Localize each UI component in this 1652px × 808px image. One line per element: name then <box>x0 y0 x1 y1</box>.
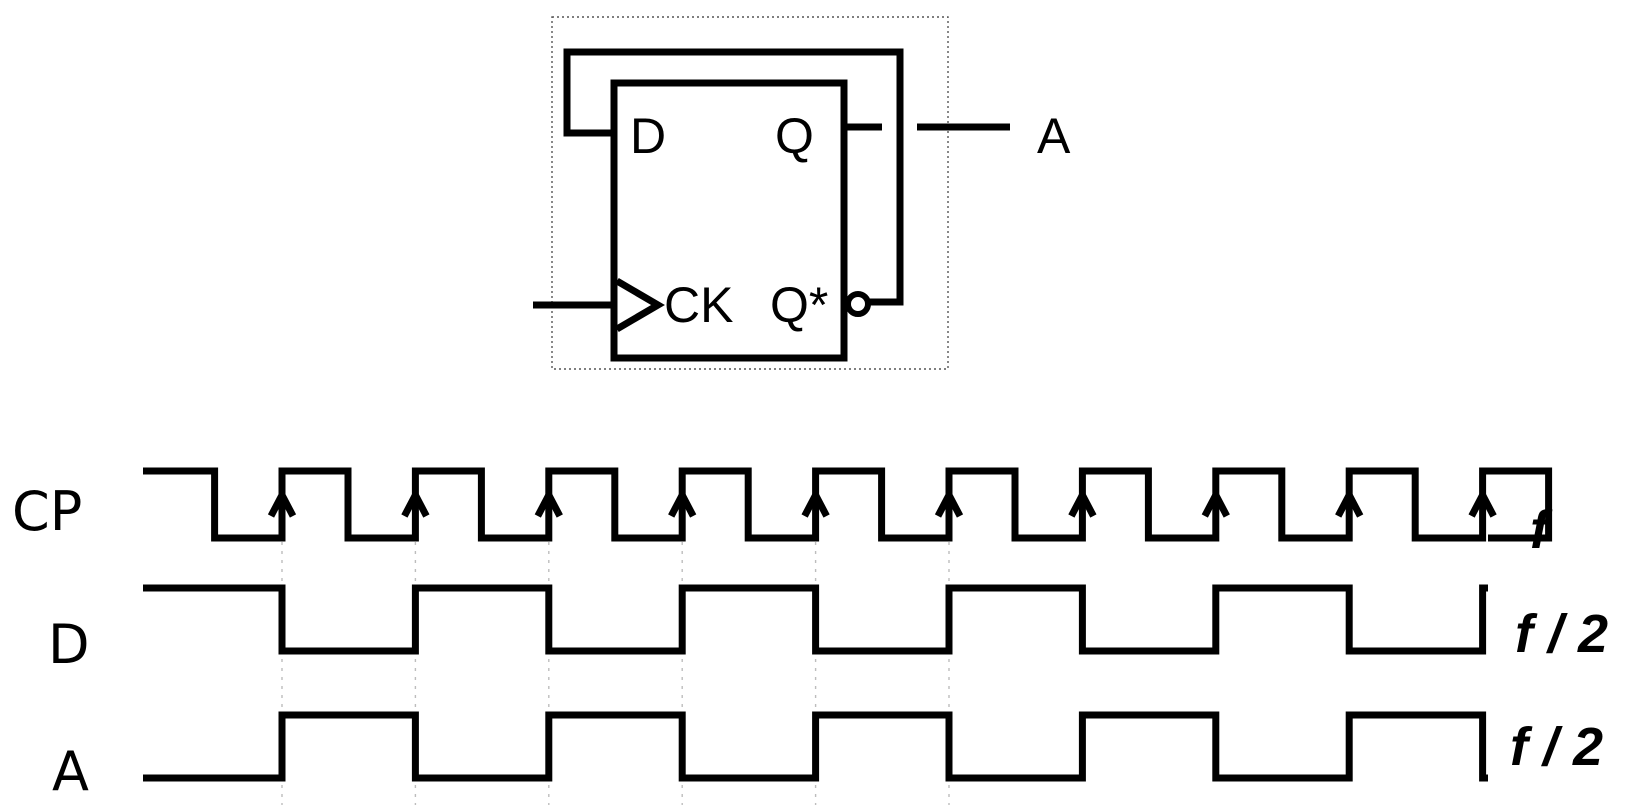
clock-triangle <box>615 277 665 333</box>
cp-frequency-label: f <box>1530 500 1553 560</box>
cp-rising-edge-arrow <box>267 487 297 518</box>
a-waveform <box>143 711 1488 782</box>
flip-flop-schematic: D Q CK Q* A <box>533 16 1071 370</box>
d-frequency-label: f / 2 <box>1515 604 1608 664</box>
flip-flop-body <box>610 79 848 362</box>
timing-diagram: CP D A f f / 2 f / 2 <box>12 467 1608 805</box>
cp-rising-edge-arrow <box>1468 487 1497 518</box>
output-q-inverted-label: Q* <box>770 277 828 333</box>
output-net-label: A <box>1037 108 1071 164</box>
cp-rising-edge-arrow <box>934 487 964 518</box>
clock-input-label: CK <box>664 277 733 333</box>
d-waveform <box>143 584 1488 655</box>
cp-rising-edge-arrow <box>1068 487 1097 518</box>
cp-rising-edge-arrow <box>801 487 830 518</box>
inverting-bubble <box>845 291 871 317</box>
cp-rising-edge-arrow <box>401 487 430 518</box>
cp-rising-edge-arrow <box>1335 487 1364 518</box>
cp-edge-markers <box>267 487 1497 518</box>
d-signal-label: D <box>48 613 90 676</box>
cp-signal-label: CP <box>12 480 82 543</box>
cp-rising-edge-arrow <box>534 487 563 518</box>
edge-guides <box>281 542 950 805</box>
cp-rising-edge-arrow <box>1201 487 1230 518</box>
a-frequency-label: f / 2 <box>1510 717 1603 777</box>
schematic-frame <box>551 16 949 370</box>
cp-rising-edge-arrow <box>668 487 697 518</box>
a-signal-label: A <box>52 740 89 803</box>
output-q-label: Q <box>775 108 814 164</box>
cp-waveform <box>143 467 1553 542</box>
input-d-label: D <box>630 108 666 164</box>
feedback-wire <box>563 48 904 306</box>
